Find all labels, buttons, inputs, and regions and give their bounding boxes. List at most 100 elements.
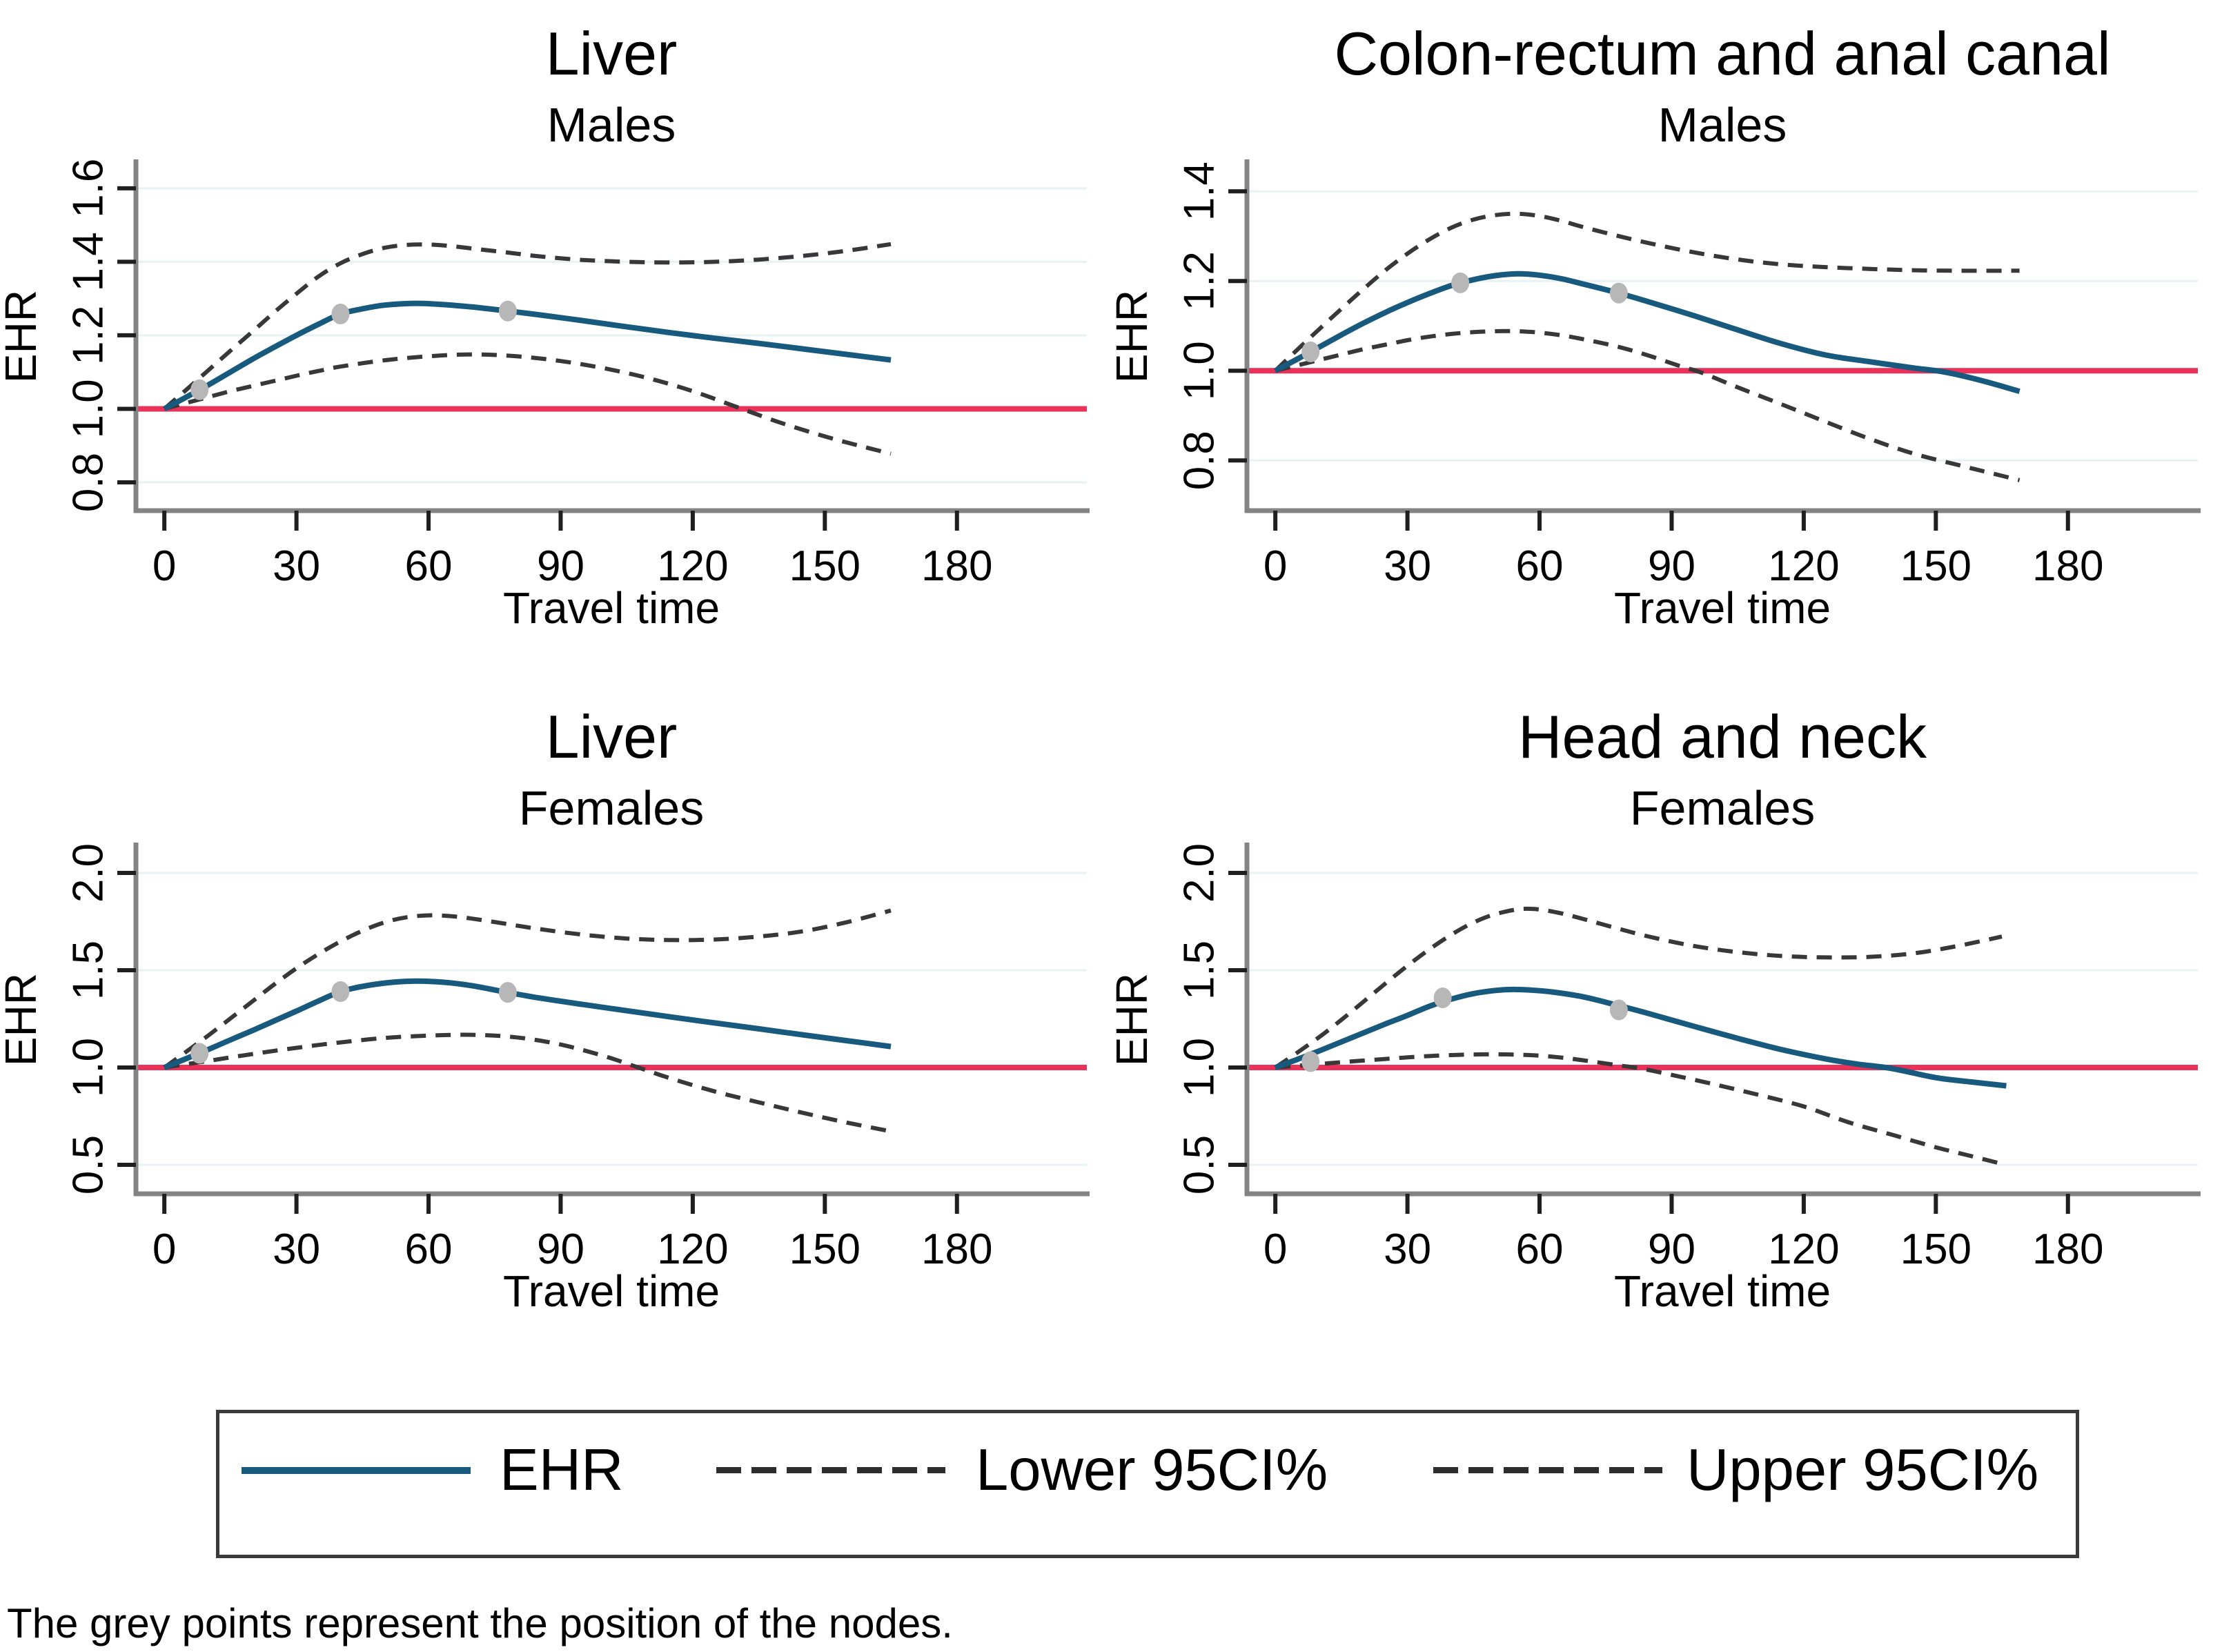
y-tick-label: 2.0 xyxy=(64,843,112,903)
node-point xyxy=(331,981,350,1003)
node-point xyxy=(1451,272,1470,293)
x-tick-label: 30 xyxy=(273,542,320,590)
x-tick-label: 60 xyxy=(405,542,453,590)
legend-label-ehr: EHR xyxy=(500,1437,624,1503)
y-tick-label: 1.0 xyxy=(1175,341,1223,400)
lower-ci-curve xyxy=(1275,1052,2003,1166)
panel-title: Head and neck xyxy=(1518,702,1927,771)
x-tick-label: 150 xyxy=(789,1226,861,1273)
y-tick-label: 1.0 xyxy=(1175,1038,1223,1097)
node-point xyxy=(190,379,209,400)
y-tick-label: 1.4 xyxy=(1175,161,1223,221)
ehr-curve xyxy=(1274,271,2021,394)
legend-label-lower-ci: Lower 95CI% xyxy=(976,1437,1328,1503)
upper-ci-curve xyxy=(163,242,892,411)
node-point xyxy=(1301,1051,1320,1072)
chart-liver-females: 0.5 1.0 1.5 2.0 0 30 60 90 120 150 180 Travel time E… xyxy=(0,702,1090,1316)
x-tick-label: 60 xyxy=(405,1226,453,1273)
node-point xyxy=(1609,282,1628,304)
y-tick-label: 1.6 xyxy=(64,159,112,218)
y-tick-label: 0.8 xyxy=(64,453,112,512)
y-tick-label: 1.5 xyxy=(1175,941,1223,1000)
x-tick-label: 0 xyxy=(153,1226,176,1273)
x-tick-label: 60 xyxy=(1516,542,1564,590)
x-tick-label: 120 xyxy=(657,542,728,590)
x-tick-label: 150 xyxy=(1900,542,1972,590)
x-tick-label: 0 xyxy=(1264,542,1287,590)
ehr-curve xyxy=(1274,986,2007,1089)
chart-liver-males: 0.8 1.0 1.2 1.4 1.6 0 30 60 90 120 150 180 Travel ti… xyxy=(0,19,1090,633)
x-tick-label: 180 xyxy=(921,542,992,590)
node-point xyxy=(331,304,350,325)
upper-ci-curve xyxy=(163,908,892,1070)
x-tick-label: 180 xyxy=(2032,1226,2103,1273)
x-tick-label: 90 xyxy=(537,542,584,590)
y-tick-label: 1.0 xyxy=(64,379,112,438)
ehr-curve xyxy=(163,978,892,1070)
chart-colon-rectum-males: 0.8 1.0 1.2 1.4 0 30 60 90 120 150 180 Travel time E… xyxy=(1111,19,2201,633)
x-tick-label: 150 xyxy=(789,542,861,590)
x-tick-label: 90 xyxy=(1648,1226,1695,1273)
x-tick-label: 150 xyxy=(1900,1226,1972,1273)
x-tick-label: 0 xyxy=(1264,1226,1287,1273)
panel-subtitle: Females xyxy=(519,781,704,835)
y-axis-label: EHR xyxy=(0,290,46,383)
x-tick-label: 120 xyxy=(1768,542,1839,590)
y-tick-label: 1.2 xyxy=(1175,251,1223,311)
legend-ehr-line-sample xyxy=(242,1467,471,1474)
y-axis-label: EHR xyxy=(1111,290,1157,383)
chart-head-and-neck-females: 0.5 1.0 1.5 2.0 0 30 60 90 120 150 180 Travel time E… xyxy=(1111,702,2201,1316)
x-tick-label: 60 xyxy=(1516,1226,1564,1273)
panel-subtitle: Males xyxy=(547,98,676,152)
y-axis-label: EHR xyxy=(1111,973,1157,1066)
legend-label-upper-ci: Upper 95CI% xyxy=(1687,1437,2039,1503)
legend-upper-ci-dash-sample xyxy=(1433,1467,1662,1473)
lower-ci-curve xyxy=(164,1032,892,1134)
panel-liver-males: 0.8 1.0 1.2 1.4 1.6 0 30 60 90 120 150 180 Travel ti… xyxy=(0,0,1111,656)
legend-box: EHR Lower 95CI% Upper 95CI% xyxy=(216,1410,2079,1558)
lower-ci-curve xyxy=(1275,328,2021,482)
x-axis-label: Travel time xyxy=(503,583,720,633)
panel-title: Colon-rectum and anal canal xyxy=(1334,19,2110,88)
panel-colon-rectum-males: 0.8 1.0 1.2 1.4 0 30 60 90 120 150 180 Travel time E… xyxy=(1111,0,2222,656)
figure-footnote: The grey points represent the position o… xyxy=(7,1600,953,1646)
x-tick-label: 180 xyxy=(921,1226,992,1273)
y-tick-label: 1.5 xyxy=(64,941,112,1000)
x-tick-label: 30 xyxy=(1384,1226,1431,1273)
node-point xyxy=(1301,341,1320,362)
panel-subtitle: Males xyxy=(1658,98,1787,152)
y-tick-label: 1.4 xyxy=(64,232,112,291)
x-axis-label: Travel time xyxy=(1614,1266,1831,1316)
node-point xyxy=(498,300,517,322)
x-tick-label: 90 xyxy=(537,1226,584,1273)
x-axis-label: Travel time xyxy=(1614,583,1831,633)
y-tick-label: 1.2 xyxy=(64,306,112,365)
panel-title: Liver xyxy=(546,702,678,771)
node-point xyxy=(190,1043,209,1064)
y-tick-label: 2.0 xyxy=(1175,843,1223,903)
y-tick-label: 1.0 xyxy=(64,1038,112,1097)
ehr-curve xyxy=(163,300,892,411)
upper-ci-curve xyxy=(1274,906,2003,1070)
y-tick-label: 0.8 xyxy=(1175,431,1223,490)
node-point xyxy=(498,982,517,1003)
y-tick-label: 0.5 xyxy=(64,1135,112,1194)
node-point xyxy=(1609,999,1628,1021)
y-tick-label: 0.5 xyxy=(1175,1135,1223,1194)
x-tick-label: 30 xyxy=(1384,542,1431,590)
x-tick-label: 90 xyxy=(1648,542,1695,590)
node-point xyxy=(1433,987,1452,1009)
x-tick-label: 0 xyxy=(153,542,176,590)
panel-head-and-neck-females: 0.5 1.0 1.5 2.0 0 30 60 90 120 150 180 Travel time E… xyxy=(1111,683,2222,1339)
legend-lower-ci-dash-sample xyxy=(716,1467,945,1473)
x-axis-label: Travel time xyxy=(503,1266,720,1316)
lower-ci-curve xyxy=(164,352,892,456)
panel-liver-females: 0.5 1.0 1.5 2.0 0 30 60 90 120 150 180 Travel time E… xyxy=(0,683,1111,1339)
panel-title: Liver xyxy=(546,19,678,88)
x-tick-label: 180 xyxy=(2032,542,2103,590)
x-tick-label: 120 xyxy=(1768,1226,1839,1273)
x-tick-label: 30 xyxy=(273,1226,320,1273)
upper-ci-curve xyxy=(1274,211,2020,373)
y-axis-label: EHR xyxy=(0,973,46,1066)
